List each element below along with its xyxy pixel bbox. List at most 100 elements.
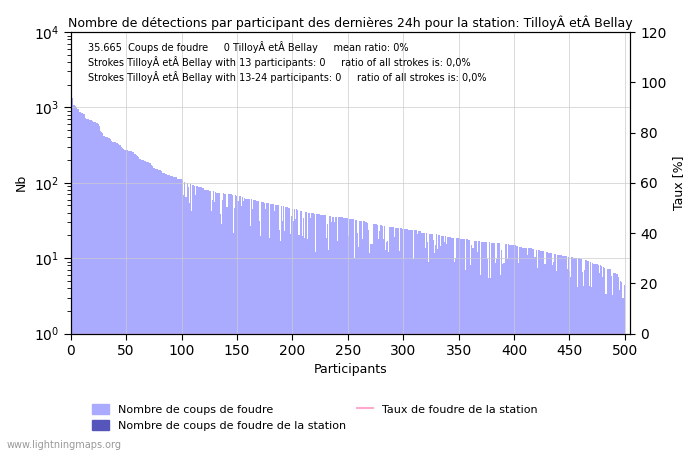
Bar <box>184 181 186 450</box>
Bar <box>620 281 621 450</box>
Bar <box>316 214 317 450</box>
Bar <box>438 234 439 450</box>
Bar <box>335 217 336 450</box>
Bar <box>368 230 370 450</box>
Bar <box>117 143 118 450</box>
Bar <box>491 243 492 450</box>
Bar <box>150 163 151 450</box>
Bar <box>532 249 533 450</box>
Bar <box>91 121 92 450</box>
Bar <box>623 298 624 450</box>
Bar <box>146 162 148 450</box>
Text: Strokes TilloyÂ etÂ Bellay with 13-24 participants: 0     ratio of all strokes i: Strokes TilloyÂ etÂ Bellay with 13-24 pa… <box>88 71 486 83</box>
Bar <box>90 120 91 450</box>
Bar <box>74 105 75 450</box>
Bar <box>514 245 516 450</box>
Bar <box>621 282 622 450</box>
Bar <box>182 180 183 450</box>
Bar <box>140 159 141 450</box>
Bar <box>213 191 214 450</box>
Bar <box>221 224 222 450</box>
Bar <box>559 255 560 450</box>
Bar <box>564 256 566 450</box>
Bar <box>112 142 113 450</box>
Bar <box>494 243 495 450</box>
Bar <box>378 239 379 450</box>
Bar <box>330 222 332 450</box>
Bar <box>301 211 302 450</box>
Bar <box>174 177 176 450</box>
Bar <box>467 239 468 450</box>
Bar <box>442 236 444 450</box>
Bar <box>358 247 359 450</box>
Bar <box>356 220 357 450</box>
Bar <box>400 229 402 450</box>
Bar <box>206 190 208 450</box>
Bar <box>430 234 431 450</box>
Bar <box>116 143 117 450</box>
Bar <box>181 180 182 450</box>
Bar <box>190 184 191 450</box>
Bar <box>499 243 500 450</box>
Bar <box>340 217 341 450</box>
Bar <box>262 202 263 450</box>
Bar <box>158 170 159 450</box>
Bar <box>226 207 228 450</box>
Bar <box>431 234 433 450</box>
Bar <box>136 156 138 450</box>
Bar <box>229 194 230 450</box>
Bar <box>163 173 164 450</box>
Bar <box>242 197 243 450</box>
Bar <box>292 209 293 450</box>
Bar <box>293 221 294 450</box>
Bar <box>561 256 562 450</box>
Bar <box>296 209 297 450</box>
Bar <box>528 248 529 450</box>
Bar <box>448 237 449 450</box>
Bar <box>83 114 85 450</box>
Bar <box>271 204 272 450</box>
Bar <box>313 213 314 450</box>
Bar <box>613 273 615 450</box>
Bar <box>203 188 204 450</box>
Bar <box>470 265 471 450</box>
Bar <box>603 267 604 450</box>
Bar <box>539 250 540 450</box>
Bar <box>535 257 536 450</box>
Bar <box>619 290 620 450</box>
Bar <box>476 241 477 450</box>
Bar <box>353 219 354 450</box>
Bar <box>165 174 167 450</box>
Bar <box>234 208 235 450</box>
Bar <box>265 209 266 450</box>
Bar <box>393 227 394 450</box>
Bar <box>139 159 140 450</box>
Bar <box>232 194 233 450</box>
Bar <box>130 151 131 450</box>
Bar <box>133 152 134 450</box>
Bar <box>214 202 216 450</box>
Bar <box>391 227 393 450</box>
Bar <box>304 238 305 450</box>
Bar <box>170 176 171 450</box>
Bar <box>436 234 437 450</box>
Bar <box>456 238 457 450</box>
Bar <box>449 237 450 450</box>
Bar <box>589 286 590 450</box>
Bar <box>418 230 419 450</box>
Bar <box>611 275 612 450</box>
Bar <box>497 243 498 450</box>
Bar <box>228 194 229 450</box>
Bar <box>110 139 111 450</box>
Bar <box>551 253 552 450</box>
Bar <box>364 221 365 450</box>
Bar <box>264 203 265 450</box>
Bar <box>270 204 271 450</box>
Bar <box>88 119 89 450</box>
Bar <box>318 215 319 450</box>
Bar <box>314 214 315 450</box>
Bar <box>132 152 133 450</box>
Bar <box>155 169 157 450</box>
Bar <box>79 112 80 450</box>
Bar <box>398 228 399 450</box>
